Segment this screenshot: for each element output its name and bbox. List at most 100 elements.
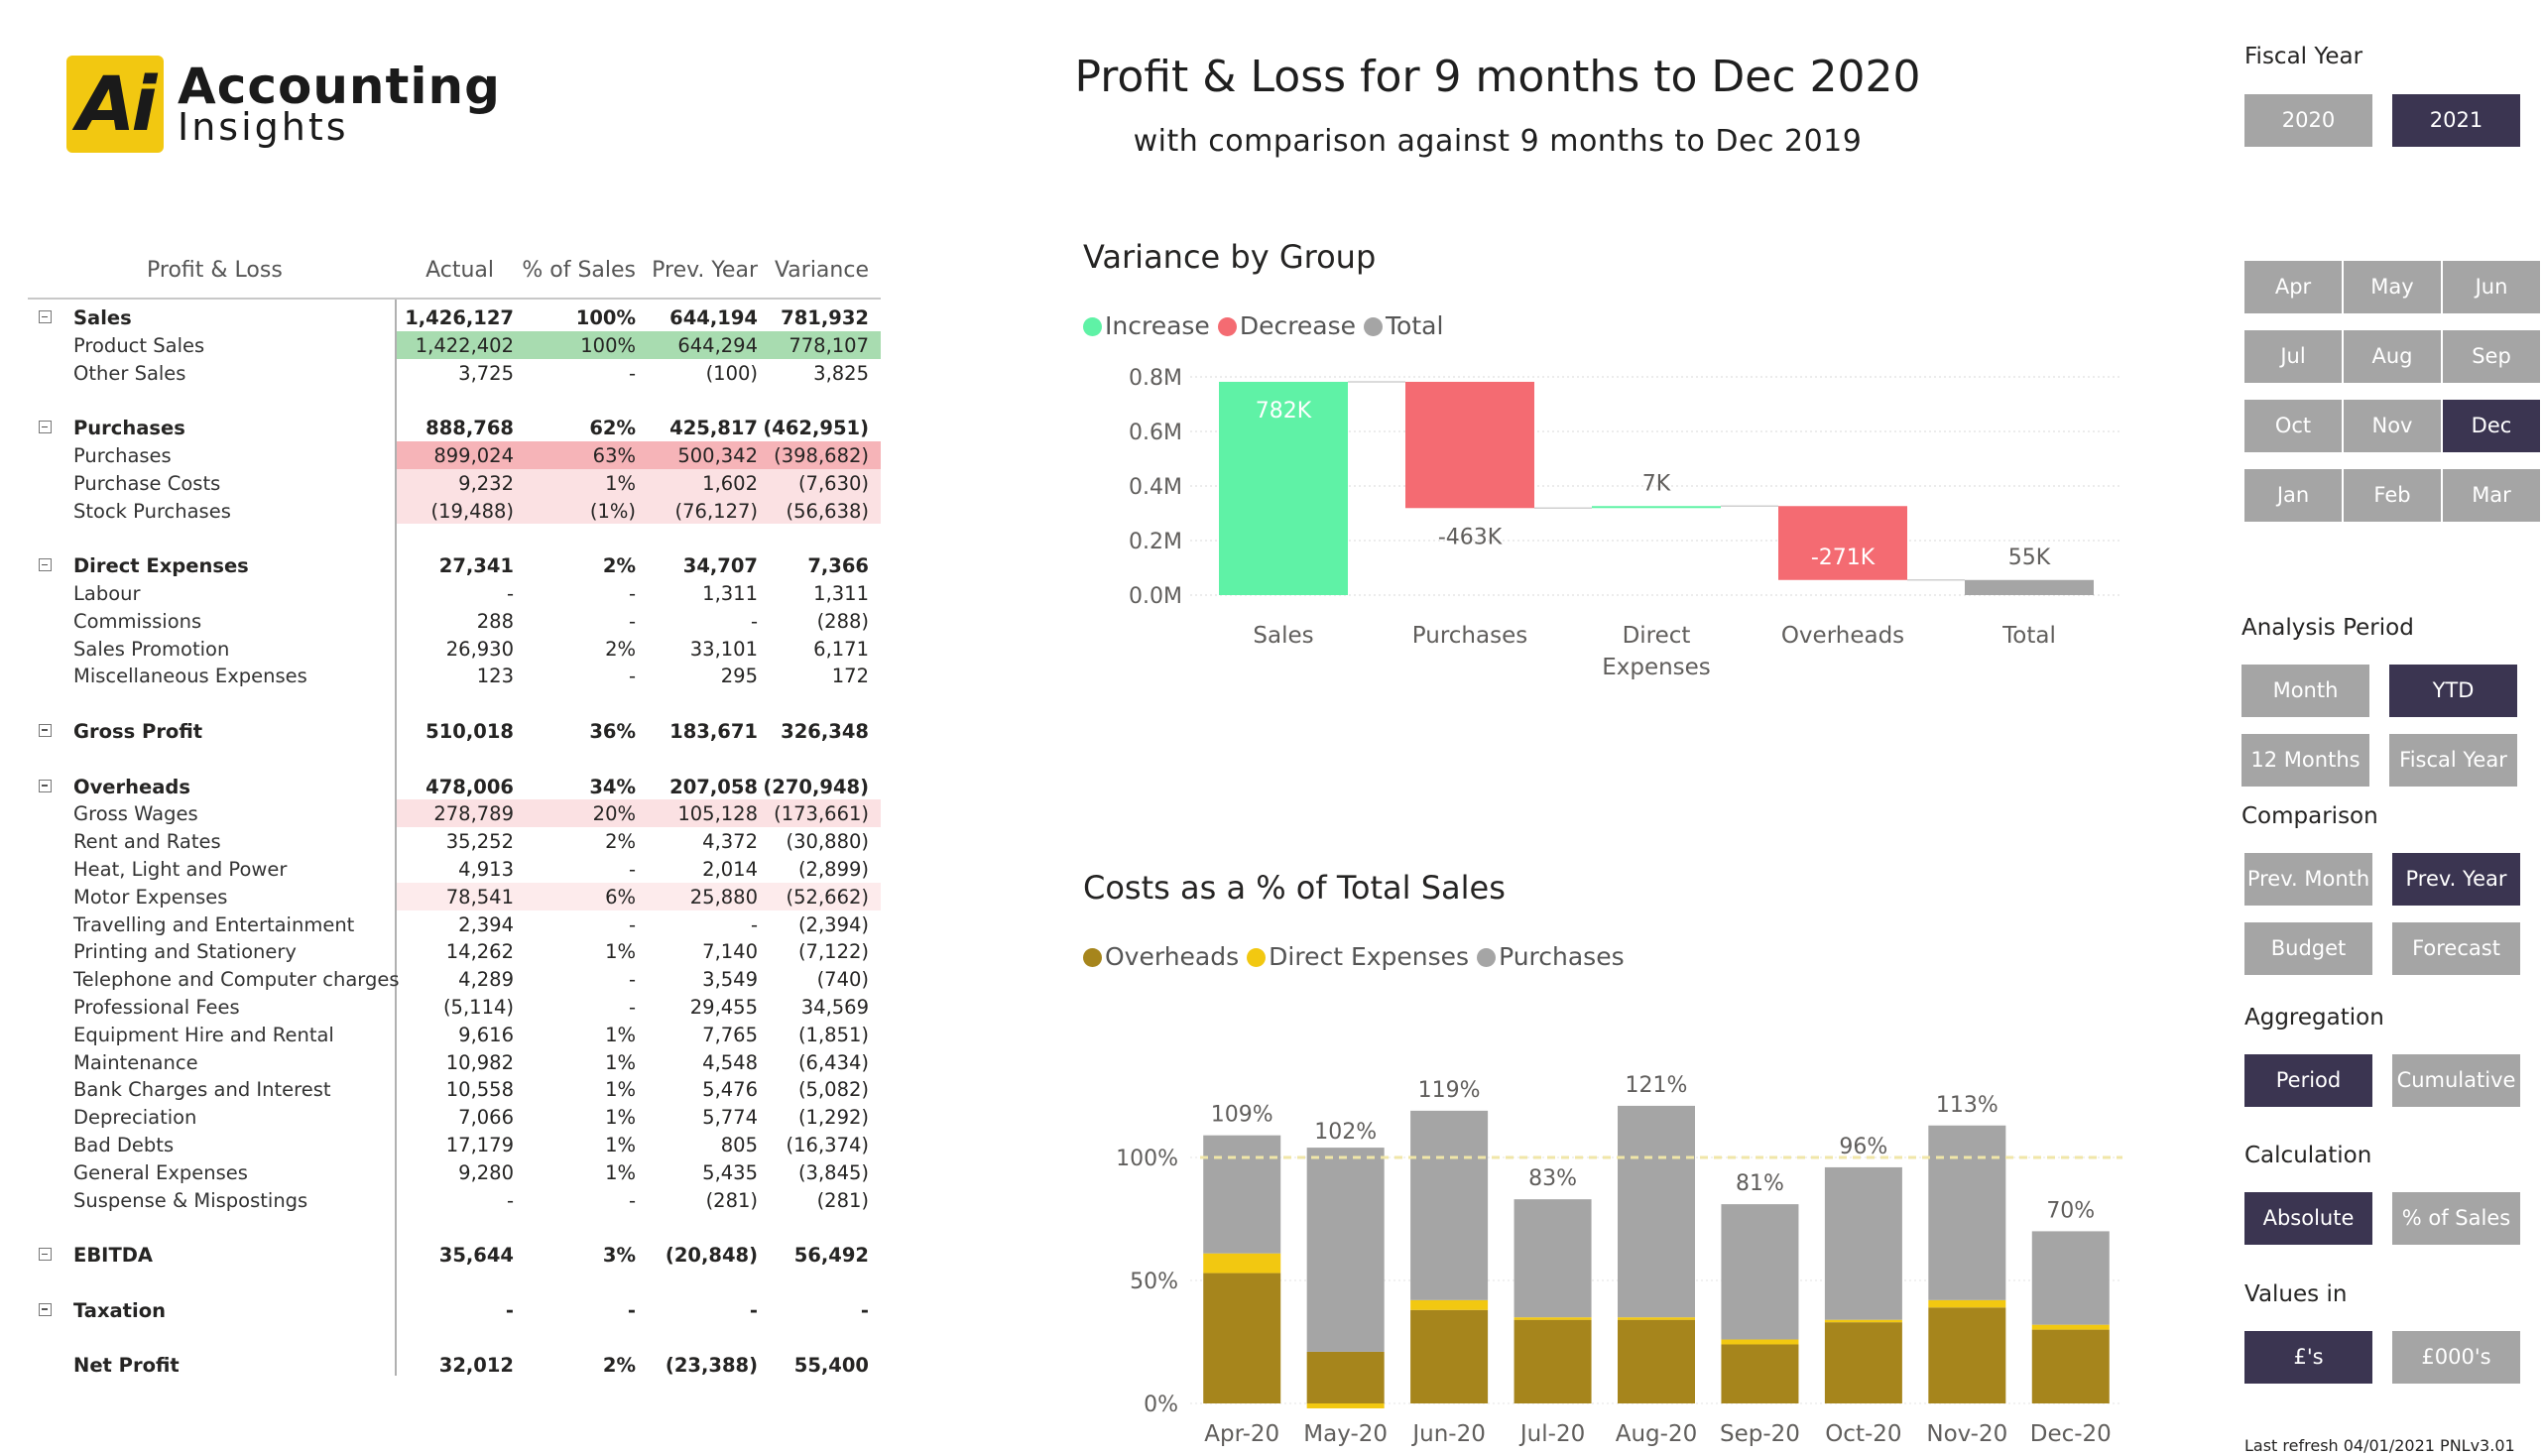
fiscal-year-button-2020[interactable]: 2020 xyxy=(2244,94,2372,147)
collapse-toggle-icon[interactable] xyxy=(39,779,52,792)
table-row[interactable]: Gross Wages 278,789 20% 105,128 (173,661) xyxy=(28,799,881,828)
table-row[interactable]: Bank Charges and Interest 10,558 1% 5,476 (5… xyxy=(28,1075,881,1103)
legend-item[interactable]: Increase xyxy=(1083,311,1210,340)
table-row[interactable]: Travelling and Entertainment 2,394 - - (2,39… xyxy=(28,910,881,938)
collapse-toggle-icon[interactable] xyxy=(39,1248,52,1262)
table-row[interactable]: Printing and Stationery 14,262 1% 7,140 (7,1… xyxy=(28,937,881,965)
header-variance[interactable]: Variance xyxy=(774,258,869,283)
header-actual[interactable]: Actual xyxy=(425,258,494,283)
table-row[interactable]: Bad Debts 17,179 1% 805 (16,374) xyxy=(28,1131,881,1158)
header-pct-sales[interactable]: % of Sales xyxy=(522,258,636,283)
month-button-mar[interactable]: Mar xyxy=(2443,469,2540,522)
comparison-button[interactable]: Forecast xyxy=(2392,922,2520,975)
group-total-cell: 781,932 xyxy=(781,306,869,329)
analysis-period-button[interactable]: 12 Months xyxy=(2241,734,2369,787)
group-row[interactable]: Purchases 888,768 62% 425,817 (462,951) xyxy=(28,414,881,441)
legend-item[interactable]: Decrease xyxy=(1217,311,1356,340)
group-total-cell: 3% xyxy=(602,1244,636,1268)
group-total-cell: 34% xyxy=(589,775,636,798)
aggregation-button[interactable]: Cumulative xyxy=(2392,1054,2520,1107)
group-row[interactable]: Taxation - - - - xyxy=(28,1296,881,1324)
table-row[interactable]: Rent and Rates 35,252 2% 4,372 (30,880) xyxy=(28,827,881,855)
table-cell: 2% xyxy=(605,830,636,854)
group-row[interactable]: Gross Profit 510,018 36% 183,671 326,348 xyxy=(28,717,881,745)
table-row[interactable]: Miscellaneous Expenses 123 - 295 172 xyxy=(28,662,881,689)
stacked-segment xyxy=(1824,1319,1902,1323)
comparison-button[interactable]: Budget xyxy=(2244,922,2372,975)
collapse-toggle-icon[interactable] xyxy=(39,421,52,434)
table-row[interactable]: Motor Expenses 78,541 6% 25,880 (52,662) xyxy=(28,882,881,910)
legend-item[interactable]: Purchases xyxy=(1477,942,1625,971)
values-in-button[interactable]: £'s xyxy=(2244,1331,2372,1384)
month-button-may[interactable]: May xyxy=(2344,261,2441,313)
aggregation-button[interactable]: Period xyxy=(2244,1054,2372,1107)
month-button-feb[interactable]: Feb xyxy=(2344,469,2441,522)
month-button-apr[interactable]: Apr xyxy=(2244,261,2342,313)
table-row[interactable]: Commissions 288 - - (288) xyxy=(28,607,881,635)
month-button-jul[interactable]: Jul xyxy=(2244,330,2342,383)
header-prev-year[interactable]: Prev. Year xyxy=(652,258,758,283)
table-cell: 25,880 xyxy=(689,885,758,909)
table-row[interactable]: Other Sales 3,725 - (100) 3,825 xyxy=(28,359,881,387)
fiscal-year-button-2021[interactable]: 2021 xyxy=(2392,94,2520,147)
stacked-segment xyxy=(2031,1329,2110,1403)
group-row[interactable]: Direct Expenses 27,341 2% 34,707 7,366 xyxy=(28,551,881,579)
group-row[interactable]: Net Profit 32,012 2% (23,388) 55,400 xyxy=(28,1351,881,1379)
table-row[interactable]: Professional Fees (5,114) - 29,455 34,569 xyxy=(28,993,881,1021)
table-row[interactable]: Suspense & Mispostings - - (281) (281) xyxy=(28,1186,881,1214)
table-row[interactable]: Purchase Costs 9,232 1% 1,602 (7,630) xyxy=(28,468,881,497)
analysis-period-button[interactable]: Month xyxy=(2241,665,2369,717)
table-cell: - xyxy=(628,857,636,881)
table-cell: 5,774 xyxy=(702,1106,758,1130)
row-spacer xyxy=(28,745,881,773)
table-row[interactable]: Stock Purchases (19,488) (1%) (76,127) (56,6… xyxy=(28,496,881,525)
calculation-button[interactable]: Absolute xyxy=(2244,1192,2372,1245)
x-category-label: Expenses xyxy=(1602,655,1711,680)
month-button-dec[interactable]: Dec xyxy=(2443,400,2540,452)
table-row[interactable]: Maintenance 10,982 1% 4,548 (6,434) xyxy=(28,1048,881,1076)
month-button-jun[interactable]: Jun xyxy=(2443,261,2540,313)
table-row[interactable]: Heat, Light and Power 4,913 - 2,014 (2,899) xyxy=(28,855,881,883)
group-row[interactable]: Sales 1,426,127 100% 644,194 781,932 xyxy=(28,303,881,331)
table-cell: 899,024 xyxy=(433,443,514,467)
row-label: Labour xyxy=(73,581,141,605)
y-tick-label: 0% xyxy=(1144,1393,1178,1417)
table-row[interactable]: Product Sales 1,422,402 100% 644,294 778,107 xyxy=(28,330,881,359)
month-button-oct[interactable]: Oct xyxy=(2244,400,2342,452)
collapse-toggle-icon[interactable] xyxy=(39,723,52,737)
collapse-toggle-icon[interactable] xyxy=(39,558,52,572)
legend-item[interactable]: Direct Expenses xyxy=(1247,942,1469,971)
legend-item[interactable]: Total xyxy=(1364,311,1443,340)
table-row[interactable]: Equipment Hire and Rental 9,616 1% 7,765 (1,… xyxy=(28,1021,881,1048)
month-button-nov[interactable]: Nov xyxy=(2344,400,2441,452)
analysis-period-button[interactable]: YTD xyxy=(2389,665,2517,717)
table-row[interactable]: Telephone and Computer charges 4,289 - 3,54… xyxy=(28,965,881,993)
comparison-button[interactable]: Prev. Year xyxy=(2392,853,2520,906)
stacked-segment xyxy=(1928,1307,2006,1403)
table-row[interactable]: Depreciation 7,066 1% 5,774 (1,292) xyxy=(28,1103,881,1131)
stacked-segment xyxy=(1410,1299,1489,1310)
table-cell: 10,558 xyxy=(445,1078,514,1102)
month-button-aug[interactable]: Aug xyxy=(2344,330,2441,383)
table-row[interactable]: General Expenses 9,280 1% 5,435 (3,845) xyxy=(28,1158,881,1186)
calculation-button[interactable]: % of Sales xyxy=(2392,1192,2520,1245)
month-button-jan[interactable]: Jan xyxy=(2244,469,2342,522)
analysis-period-button[interactable]: Fiscal Year xyxy=(2389,734,2517,787)
comparison-button[interactable]: Prev. Month xyxy=(2244,853,2372,906)
collapse-toggle-icon[interactable] xyxy=(39,310,52,323)
collapse-toggle-icon[interactable] xyxy=(39,1302,52,1316)
table-row[interactable]: Purchases 899,024 63% 500,342 (398,682) xyxy=(28,440,881,469)
group-row[interactable]: Overheads 478,006 34% 207,058 (270,948) xyxy=(28,773,881,800)
total-label: 121% xyxy=(1626,1073,1688,1098)
table-cell: 3,825 xyxy=(813,361,869,385)
table-row[interactable]: Labour - - 1,311 1,311 xyxy=(28,579,881,607)
month-button-sep[interactable]: Sep xyxy=(2443,330,2540,383)
values-in-button[interactable]: £000's xyxy=(2392,1331,2520,1384)
table-row[interactable]: Sales Promotion 26,930 2% 33,101 6,171 xyxy=(28,635,881,663)
legend-item[interactable]: Overheads xyxy=(1083,942,1239,971)
table-cell: 4,548 xyxy=(702,1050,758,1074)
row-label: Bad Debts xyxy=(73,1133,175,1156)
group-row[interactable]: EBITDA 35,644 3% (20,848) 56,492 xyxy=(28,1241,881,1269)
data-label: -463K xyxy=(1438,525,1503,549)
header-profit-loss[interactable]: Profit & Loss xyxy=(147,258,283,283)
